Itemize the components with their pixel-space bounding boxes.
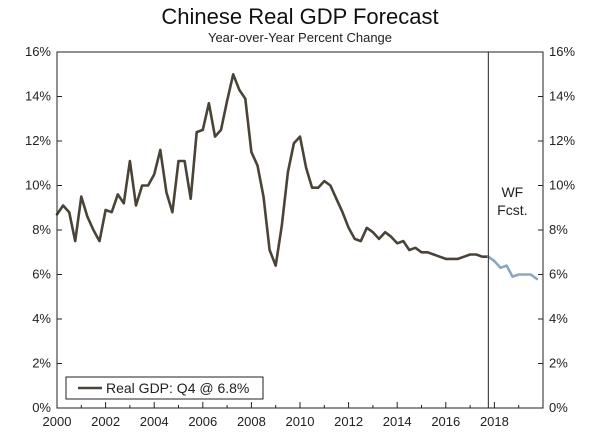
y-tick-label-left: 12% xyxy=(25,133,51,148)
y-tick-label-right: 4% xyxy=(549,311,568,326)
forecast-annotation: WF Fcst. xyxy=(497,184,527,218)
y-tick-label-left: 10% xyxy=(25,178,51,193)
y-tick-label-left: 0% xyxy=(32,400,51,415)
y-tick-label-right: 2% xyxy=(549,356,568,371)
x-tick-label: 2004 xyxy=(140,414,169,429)
y-tick-label-right: 14% xyxy=(549,89,575,104)
series-line-forecast xyxy=(486,255,539,281)
chart-title: Chinese Real GDP Forecast xyxy=(161,4,439,29)
y-tick-label-right: 6% xyxy=(549,267,568,282)
x-tick-label: 2006 xyxy=(188,414,217,429)
x-tick-label: 2018 xyxy=(480,414,509,429)
y-tick-label-left: 6% xyxy=(32,267,51,282)
legend-label: Real GDP: Q4 @ 6.8% xyxy=(106,380,249,396)
x-tick-label: 2012 xyxy=(334,414,363,429)
plot-frame xyxy=(56,51,544,409)
y-tick-label-right: 8% xyxy=(549,222,568,237)
x-tick-label: 2014 xyxy=(383,414,412,429)
series-line-actual xyxy=(55,73,490,267)
x-tick-label: 2002 xyxy=(91,414,120,429)
chart-subtitle: Year-over-Year Percent Change xyxy=(207,30,393,45)
x-tick-label: 2010 xyxy=(286,414,315,429)
x-tick-label: 2016 xyxy=(431,414,460,429)
x-tick-label: 2008 xyxy=(237,414,266,429)
y-tick-label-left: 4% xyxy=(32,311,51,326)
y-tick-label-left: 14% xyxy=(25,89,51,104)
y-tick-label-right: 0% xyxy=(549,400,568,415)
y-tick-label-left: 2% xyxy=(32,356,51,371)
y-tick-label-right: 10% xyxy=(549,178,575,193)
y-tick-label-right: 12% xyxy=(549,133,575,148)
x-tick-label: 2000 xyxy=(43,414,72,429)
legend-box xyxy=(65,376,264,400)
y-tick-label-right: 16% xyxy=(549,44,575,59)
y-tick-label-left: 8% xyxy=(32,222,51,237)
y-tick-label-left: 16% xyxy=(25,44,51,59)
